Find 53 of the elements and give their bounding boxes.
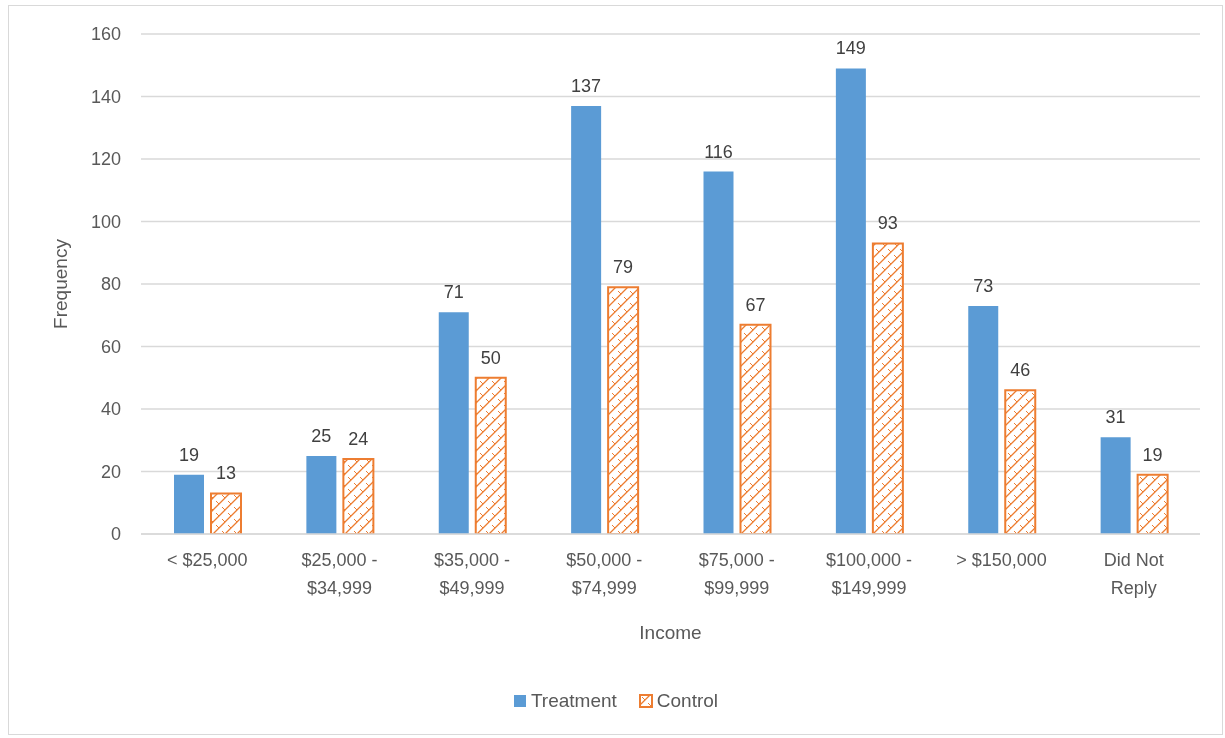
data-label: 116 (704, 141, 733, 162)
bar (210, 492, 242, 534)
data-label: 31 (1105, 407, 1126, 428)
x-tick-label: $50,000 - $74,999 (566, 550, 643, 598)
bar (571, 105, 602, 534)
data-label: 25 (311, 425, 332, 446)
x-tick-label: Did Not Reply (1103, 550, 1164, 598)
bar (174, 474, 204, 534)
y-tick-label: 100 (90, 211, 121, 232)
legend-label: Control (656, 690, 719, 712)
bar (1100, 437, 1131, 534)
data-label: 13 (215, 463, 237, 484)
data-label: 79 (613, 257, 634, 278)
y-tick-label: 140 (90, 86, 121, 107)
y-tick-label: 40 (100, 399, 121, 420)
bar (306, 455, 337, 534)
bar (342, 458, 375, 534)
y-tick-label: 80 (100, 274, 121, 295)
x-axis-title: Income (639, 622, 702, 643)
data-label: 149 (835, 38, 866, 59)
x-tick-label: > $150,000 (956, 550, 1047, 570)
y-tick-label: 0 (110, 524, 121, 545)
y-tick-label: 120 (90, 149, 121, 170)
data-label: 24 (348, 429, 369, 449)
bar (739, 323, 772, 534)
y-tick-label: 160 (90, 24, 121, 45)
bar (703, 171, 734, 534)
legend-label: Treatment (530, 690, 617, 712)
bar (474, 376, 507, 534)
data-label: 19 (1142, 444, 1163, 465)
y-tick-label: 20 (100, 461, 121, 482)
bar (1136, 473, 1169, 534)
x-tick-label: $100,000 - $149,999 (826, 550, 913, 598)
x-tick-label: < $25,000 (166, 550, 248, 570)
bar (835, 68, 866, 534)
x-tick-label: $25,000 - $34,999 (301, 550, 378, 598)
data-label: 67 (745, 294, 766, 315)
bar (1004, 389, 1037, 534)
data-label: 73 (973, 275, 994, 296)
data-label: 93 (877, 213, 898, 234)
bar (871, 242, 904, 534)
data-label: 71 (443, 282, 464, 303)
x-tick-label: $35,000 - $49,999 (433, 550, 510, 598)
x-tick-label: $75,000 - $99,999 (698, 550, 775, 598)
data-label: 46 (1010, 360, 1031, 381)
bar (438, 312, 469, 534)
bar (607, 286, 640, 534)
y-tick-label: 60 (100, 336, 121, 357)
data-label: 50 (480, 347, 501, 368)
data-label: 137 (571, 75, 602, 96)
y-axis-title: Frequency (49, 238, 71, 329)
bar (968, 305, 999, 534)
data-label: 19 (178, 444, 200, 465)
